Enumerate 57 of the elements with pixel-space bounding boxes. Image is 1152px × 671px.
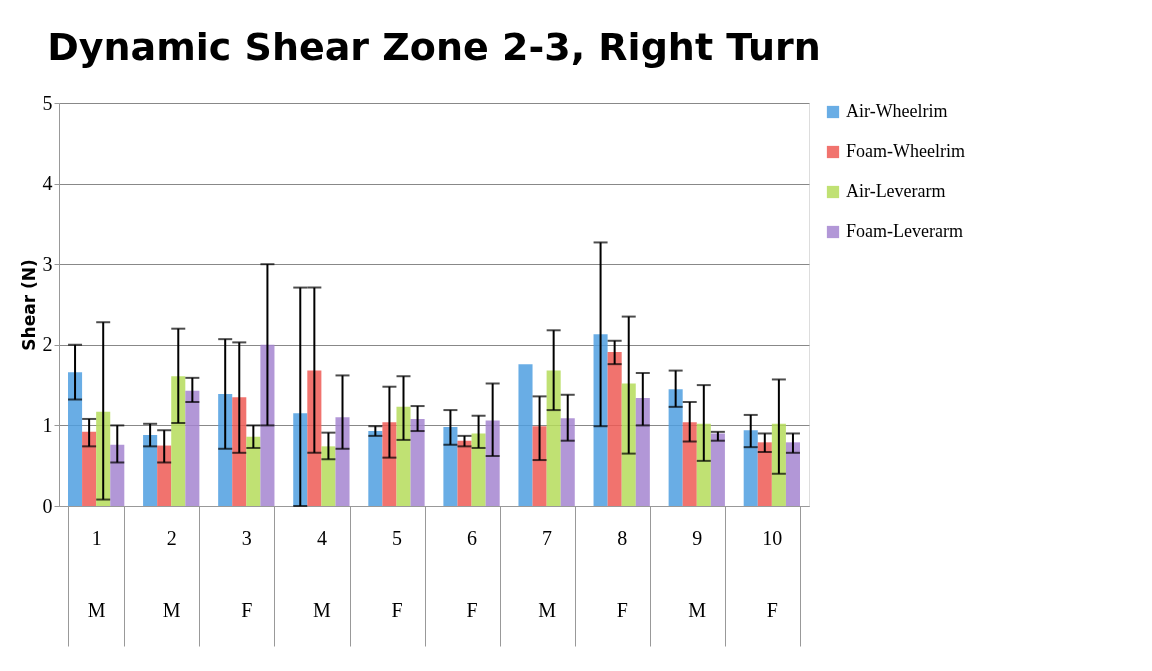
bar [696, 423, 711, 506]
bar [518, 364, 533, 506]
category-label: 4 M [312, 526, 331, 621]
bar [143, 435, 158, 506]
bar [321, 446, 336, 506]
bar [785, 442, 800, 506]
bar [743, 430, 758, 506]
bar [593, 334, 608, 506]
category-label: 3 F [241, 526, 253, 621]
bar [621, 383, 636, 506]
bar [560, 418, 575, 506]
bar [218, 393, 233, 506]
category-label: 9 M [688, 526, 707, 621]
bar [246, 436, 261, 506]
y-tick-label: 2 [42, 333, 53, 356]
bar [82, 431, 97, 506]
legend-label: Air-Leverarm [846, 181, 946, 201]
y-tick-label: 3 [42, 252, 53, 275]
bar [546, 370, 561, 506]
bar [185, 390, 200, 506]
y-tick-label: 5 [42, 91, 53, 114]
bar [260, 344, 275, 506]
bar [443, 427, 458, 506]
bar [157, 445, 172, 506]
bar [471, 433, 486, 506]
bar [110, 444, 125, 506]
category-label: 5 F [391, 526, 403, 621]
category-label: 6 F [466, 526, 478, 621]
category-label: 1 M [87, 526, 106, 621]
bar [532, 426, 547, 506]
category-label: 7 M [538, 526, 557, 621]
legend-label: Foam-Wheelrim [846, 141, 965, 161]
legend-label: Air-Wheelrim [846, 101, 948, 121]
legend-label: Foam-Leverarm [846, 221, 963, 241]
bar [368, 431, 383, 506]
chart-title: Dynamic Shear Zone 2-3, Right Turn [47, 25, 821, 69]
bar [410, 418, 425, 506]
category-label: 10 F [762, 526, 783, 621]
category-label: 2 M [162, 526, 181, 621]
bar [335, 417, 350, 506]
category-label: 8 F [616, 526, 628, 621]
bar [682, 422, 697, 506]
bar [68, 372, 83, 506]
bar [607, 352, 622, 506]
bar [382, 422, 397, 506]
bar [232, 397, 247, 506]
bar [668, 389, 683, 506]
y-tick-label: 1 [42, 413, 53, 436]
bar [457, 440, 472, 506]
bar [485, 420, 500, 506]
bar [757, 442, 772, 506]
bar [171, 376, 186, 506]
y-tick-label: 4 [42, 172, 53, 195]
bar [396, 406, 411, 506]
y-tick-label: 0 [42, 494, 53, 517]
bar [635, 398, 650, 506]
y-axis-title: Shear (N) [18, 259, 39, 351]
